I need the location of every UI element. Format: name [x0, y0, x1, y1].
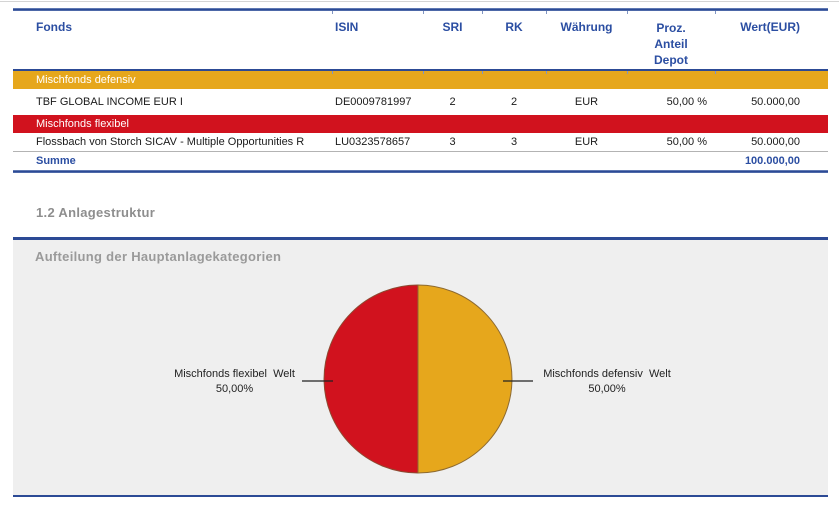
header-cell-waehrung: Währung [560, 20, 613, 34]
header-cell-proz-anteil-depot: Proz. Anteil Depot [654, 21, 688, 67]
summary-row: Summe 100.000,00 [13, 152, 828, 170]
table-row: Flossbach von Storch SICAV - Multiple Op… [13, 133, 828, 151]
table-header-row: Fonds ISIN SRI RK Währung Proz. Anteil D… [13, 11, 828, 69]
cell-share: 50,00 % [666, 96, 707, 108]
cell-rk: 2 [510, 96, 518, 108]
category-band-mischfonds-defensiv: Mischfonds defensiv [13, 71, 828, 89]
summary-value: 100.000,00 [744, 155, 800, 167]
pie-label-value: 50,00% [215, 383, 254, 395]
category-band-mischfonds-flexibel: Mischfonds flexibel [13, 115, 828, 133]
summary-divider [13, 151, 828, 152]
header-cell-wert-eur: Wert(EUR) [740, 20, 800, 34]
header-cell-fonds: Fonds [36, 20, 72, 34]
cell-share: 50,00 % [666, 136, 707, 148]
header-cell-sri: SRI [442, 20, 463, 34]
pie-label-value: 50,00% [588, 383, 626, 395]
cell-currency: EUR [574, 96, 599, 108]
summary-label: Summe [36, 155, 76, 167]
section-title: 1.2 Anlagestruktur [36, 205, 156, 220]
cell-sri: 2 [449, 96, 456, 108]
cell-rk: 3 [510, 136, 518, 148]
cell-sri: 3 [449, 136, 456, 148]
header-cell-isin: ISIN [335, 20, 359, 34]
pie-slice-mischfonds-defensiv [417, 284, 513, 474]
page-top-divider [0, 1, 839, 2]
cell-fund: TBF GLOBAL INCOME EUR I [36, 96, 183, 108]
chart-panel: Aufteilung der Hauptanlagekategorien [13, 237, 828, 497]
pie-label-text: Mischfonds flexibel Welt [174, 368, 295, 380]
table-bottom-border [13, 170, 828, 173]
cell-currency: EUR [574, 136, 599, 148]
table-top-border [13, 8, 828, 14]
cell-value: 50.000,00 [751, 96, 800, 108]
cell-fund: Flossbach von Storch SICAV - Multiple Op… [36, 136, 305, 148]
pie-chart [302, 284, 533, 474]
chart-title: Aufteilung der Hauptanlagekategorien [35, 249, 282, 264]
cell-isin: DE0009781997 [335, 96, 412, 108]
header-cell-rk: RK [505, 20, 523, 34]
table-header-border [13, 69, 828, 74]
table-row: TBF GLOBAL INCOME EUR I DE0009781997 2 2… [13, 89, 828, 115]
fund-table: Fonds ISIN SRI RK Währung Proz. Anteil D… [13, 8, 828, 173]
pie-label-text: Mischfonds defensiv Welt [543, 368, 671, 380]
cell-value: 50.000,00 [751, 136, 800, 148]
cell-isin: LU0323578657 [335, 136, 411, 148]
pie-label-mischfonds-flexibel: Mischfonds flexibel Welt 50,00% [163, 367, 306, 397]
pie-slice-mischfonds-flexibel [323, 284, 419, 474]
pie-label-mischfonds-defensiv: Mischfonds defensiv Welt 50,00% [532, 367, 682, 397]
